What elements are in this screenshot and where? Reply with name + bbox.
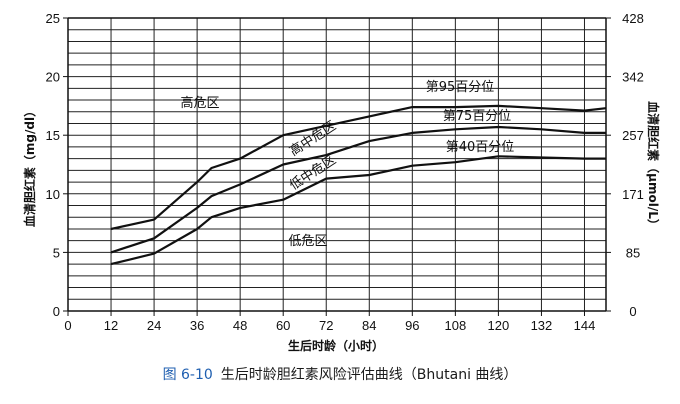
x-tick-label: 72 (319, 318, 333, 333)
y-tick-label: 25 (46, 11, 60, 26)
y-tick-label: 0 (53, 304, 60, 319)
y-tick-label: 5 (53, 245, 60, 260)
y-tick-label: 15 (46, 128, 60, 143)
y2-tick-label: 428 (622, 11, 644, 26)
y2-tick-label: 85 (626, 245, 640, 260)
zone-label-high: 高危区 (180, 95, 219, 111)
grid (68, 18, 606, 311)
y2-tick-label: 342 (622, 70, 644, 85)
curve-p40 (110, 155, 606, 266)
x-tick-label: 0 (64, 318, 71, 333)
bhutani-chart: 0 12 24 36 48 60 72 84 96 108 120 132 144 0 5 10 15 20 25 0… (22, 11, 661, 353)
curve-p75 (110, 125, 606, 254)
y-axis-title: 血清胆红素（mg/dl） (22, 105, 37, 227)
y2-tick-label: 0 (629, 304, 636, 319)
x-tick-label: 12 (104, 318, 118, 333)
series-label-p75: 第75百分位 (443, 109, 512, 124)
curve-p95 (110, 104, 607, 231)
y2-tick-label: 171 (622, 187, 644, 202)
y2-tick-label: 257 (622, 128, 644, 143)
x-tick-label: 36 (190, 318, 204, 333)
x-tick-label: 60 (276, 318, 290, 333)
x-tick-label: 48 (233, 318, 247, 333)
axis-ticks: 0 12 24 36 48 60 72 84 96 108 120 132 144 0 5 10 15 20 25 0… (46, 11, 644, 333)
percentile-curves (110, 104, 607, 266)
x-tick-label: 84 (362, 318, 376, 333)
figure-caption-text: 生后时龄胆红素风险评估曲线（Bhutani 曲线） (220, 367, 518, 383)
zone-label-low: 低危区 (288, 234, 327, 249)
figure-number: 图 6-10 (162, 367, 213, 383)
y-tick-label: 10 (46, 187, 60, 202)
x-tick-label: 96 (405, 318, 419, 333)
x-tick-label: 144 (574, 318, 596, 333)
x-tick-label: 120 (488, 318, 510, 333)
plot-frame (67, 17, 607, 312)
figure-caption: 图 6-10 生后时龄胆红素风险评估曲线（Bhutani 曲线） (0, 364, 680, 384)
x-tick-label: 24 (147, 318, 161, 333)
x-tick-label: 108 (445, 318, 467, 333)
x-axis-title: 生后时龄（小时） (288, 338, 384, 353)
x-tick-label: 132 (531, 318, 553, 333)
series-label-p40: 第40百分位 (446, 140, 515, 155)
y-tick-label: 20 (46, 70, 60, 85)
y2-axis-title: 血清胆红素（μmol/L） (646, 101, 661, 231)
series-label-p95: 第95百分位 (426, 80, 495, 95)
